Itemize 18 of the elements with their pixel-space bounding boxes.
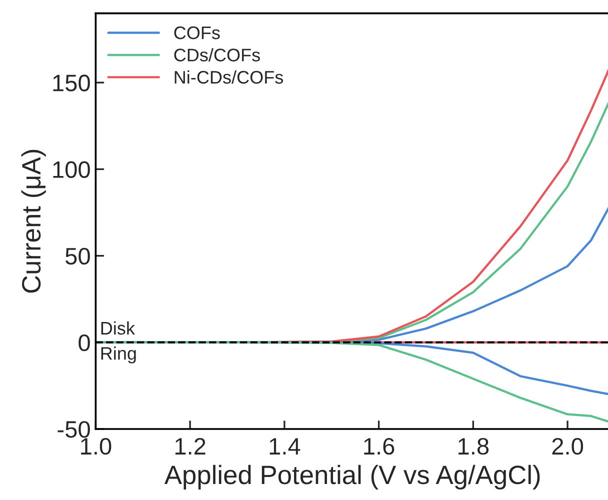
x-axis-title: Applied Potential (V vs Ag/AgCl) [164,464,540,490]
x-tick-label: 1.4 [270,438,300,454]
y-tick-label: 100 [53,161,90,178]
legend-label: COFs [174,26,220,40]
y-axis-title: Current (μA) [21,150,46,293]
x-tick-label: 1.2 [175,438,206,454]
annotation: Ring [101,346,136,364]
y-tick-label: 150 [53,74,90,92]
y-tick-label: 50 [66,248,90,265]
x-tick-label: 1.0 [81,438,112,455]
x-tick-label: 1.6 [364,438,394,455]
x-tick-label: 1.8 [458,438,489,455]
y-tick-label: 0 [78,334,90,352]
annotation: Disk [101,321,135,335]
x-tick-label: 2.0 [552,438,584,455]
legend-label: Ni-CDs/COFs [174,70,284,84]
legend-label: CDs/COFs [174,48,260,62]
y-tick-label: -50 [58,421,90,438]
